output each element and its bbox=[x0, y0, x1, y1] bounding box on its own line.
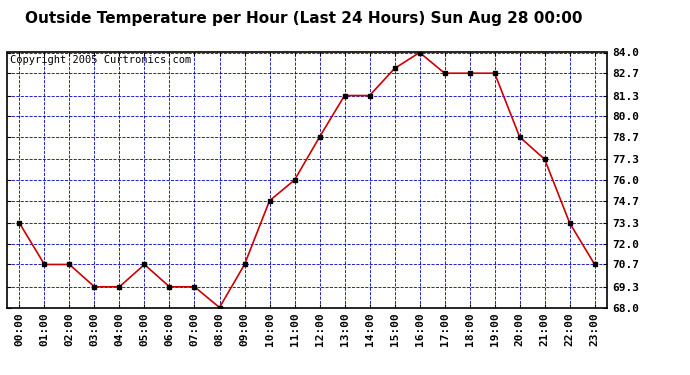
Text: Copyright 2005 Curtronics.com: Copyright 2005 Curtronics.com bbox=[10, 55, 191, 65]
Text: Outside Temperature per Hour (Last 24 Hours) Sun Aug 28 00:00: Outside Temperature per Hour (Last 24 Ho… bbox=[25, 11, 582, 26]
